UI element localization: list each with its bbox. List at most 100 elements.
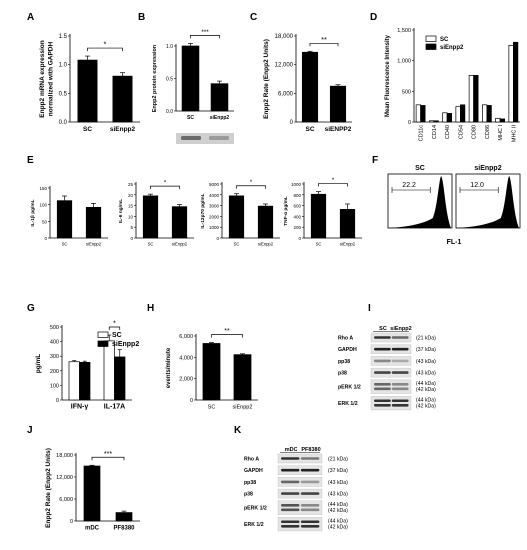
blot-strip bbox=[277, 517, 323, 532]
blot-row-label: p38 bbox=[244, 492, 253, 498]
bar-sc bbox=[103, 340, 115, 401]
y-axis-label: normalized with GAPDH bbox=[48, 42, 55, 117]
blot-band bbox=[181, 136, 201, 140]
y-tick-label: 18,000 bbox=[56, 453, 73, 459]
bar-sienpp2 bbox=[446, 113, 452, 123]
legend-swatch-sc bbox=[425, 35, 437, 42]
blot-size-label: (42 kDa) bbox=[416, 387, 436, 393]
x-tick-label: MHC II bbox=[511, 125, 517, 143]
blot-strip bbox=[277, 488, 323, 499]
x-tick-label: siENPP2 bbox=[325, 126, 352, 133]
blot-size-label: (42 kDa) bbox=[328, 508, 348, 514]
blot-band bbox=[281, 480, 300, 484]
y-tick-label: 0 bbox=[408, 120, 411, 126]
blot-lane-label: SC bbox=[379, 326, 387, 332]
x-tick-label: PF8380 bbox=[113, 526, 135, 532]
chart-6-e: 0 1000 2000 3000 4000 5000 IL-12p70 pg/mL SC siE… bbox=[200, 180, 280, 247]
flow-panel-label: siEnpp2 bbox=[474, 165, 501, 172]
blot-strip bbox=[370, 379, 412, 394]
blot-band bbox=[281, 504, 300, 507]
y-tick-label: 18,000 bbox=[275, 34, 294, 40]
blot-size-label: (21 kDa) bbox=[416, 336, 436, 342]
chart-7-e: 0 200 400 600 800 1000 TNF-α pg/mL SC siEnpp2 * bbox=[283, 178, 362, 247]
blot-strip bbox=[370, 396, 412, 411]
blot-row-label: GAPDH bbox=[338, 347, 357, 353]
bar bbox=[77, 59, 98, 123]
blot-lane-label: siEnpp2 bbox=[390, 326, 411, 332]
blot-band bbox=[300, 480, 320, 484]
y-tick-label: 3000 bbox=[209, 204, 220, 209]
y-tick-label: 0 bbox=[56, 398, 59, 404]
flow-gate-value: 22.2 bbox=[402, 182, 416, 189]
x-tick-label: CD86 bbox=[485, 125, 491, 139]
x-tick-label: IL-17A bbox=[104, 404, 125, 411]
y-tick-label: 6,000 bbox=[179, 334, 193, 340]
blot-lane-label: PF8380 bbox=[301, 447, 320, 453]
blot-size-label: (44 kDa) bbox=[416, 398, 436, 404]
y-tick-label: 0 bbox=[70, 519, 73, 525]
blot-size-label: (44 kDa) bbox=[328, 519, 348, 525]
y-tick-label: 200 bbox=[293, 225, 301, 230]
bar-sienpp2 bbox=[513, 41, 519, 123]
y-tick-label: 10 bbox=[128, 214, 134, 219]
y-tick-label: 0.5 bbox=[166, 77, 173, 83]
blot-row-label: Rho A bbox=[338, 336, 353, 342]
blot-row-label: pERK 1/2 bbox=[338, 385, 361, 391]
significance-mark: ** bbox=[321, 35, 327, 44]
y-tick-label: 5 bbox=[130, 225, 133, 230]
y-tick-label: 25 bbox=[128, 182, 134, 187]
y-tick-label: 0 bbox=[44, 236, 47, 241]
blot-band bbox=[374, 359, 391, 363]
legend-label: siEnpp2 bbox=[440, 45, 464, 51]
blot-band bbox=[391, 336, 409, 339]
bar-sc bbox=[482, 104, 488, 123]
y-tick-label: 4,000 bbox=[179, 355, 193, 361]
y-tick-label: 6,000 bbox=[278, 91, 294, 97]
blot-band bbox=[281, 492, 300, 495]
blot-row-label: pp38 bbox=[338, 359, 350, 365]
x-tick-label: SC bbox=[234, 242, 240, 247]
y-axis-label: IL-1β pg/mL bbox=[30, 199, 36, 226]
y-tick-label: 0.0 bbox=[59, 120, 68, 126]
blot-strip bbox=[277, 453, 323, 464]
bar-sc bbox=[68, 361, 80, 401]
bar bbox=[228, 195, 245, 239]
blot-size-label: (43 kDa) bbox=[416, 371, 436, 377]
blot-band bbox=[374, 336, 391, 339]
y-tick-label: 6,000 bbox=[59, 497, 73, 503]
bar bbox=[329, 85, 347, 123]
y-tick-label: 600 bbox=[293, 204, 301, 209]
blot-row-label: pERK 1/2 bbox=[244, 506, 267, 512]
bar bbox=[142, 195, 159, 239]
y-axis-label: pg/mL bbox=[35, 354, 42, 374]
blot-strip bbox=[370, 367, 412, 378]
x-tick-label: mDC bbox=[85, 526, 100, 532]
y-tick-label: 800 bbox=[293, 193, 301, 198]
blot-size-label: (44 kDa) bbox=[328, 502, 348, 508]
blot-strip bbox=[277, 500, 323, 515]
chart-0-a: 0.0 0.5 1.0 1.5 Enpp2 mRNA expression normali… bbox=[39, 34, 140, 133]
blot-size-label: (42 kDa) bbox=[328, 525, 348, 531]
y-axis-label: TNF-α pg/mL bbox=[283, 196, 289, 226]
flow-gate-value: 12.0 bbox=[470, 182, 484, 189]
y-tick-label: 0 bbox=[216, 236, 219, 241]
bar-sc bbox=[415, 104, 421, 123]
bar-sc bbox=[429, 120, 435, 123]
blot-size-label: (37 kDa) bbox=[416, 347, 436, 353]
blot-band bbox=[374, 387, 391, 391]
x-tick-label: siEnpp2 bbox=[210, 115, 230, 121]
flow-cytometry-panel: SC 22.2 siEnpp2 12.0 FL-1 bbox=[387, 165, 521, 246]
y-tick-label: 400 bbox=[293, 214, 301, 219]
blot-band bbox=[300, 508, 320, 512]
flow-histogram bbox=[456, 176, 519, 228]
significance-mark: * bbox=[332, 178, 335, 184]
y-tick-label: 20 bbox=[128, 193, 134, 198]
panel-letter-c: C bbox=[250, 12, 257, 23]
bar bbox=[181, 45, 200, 112]
blot-row-label: GAPDH bbox=[244, 468, 263, 474]
blot-strip bbox=[370, 344, 412, 354]
x-tick-label: CD80 bbox=[472, 125, 478, 139]
y-tick-label: 1000 bbox=[209, 225, 220, 230]
y-tick-label: 100 bbox=[50, 383, 59, 389]
